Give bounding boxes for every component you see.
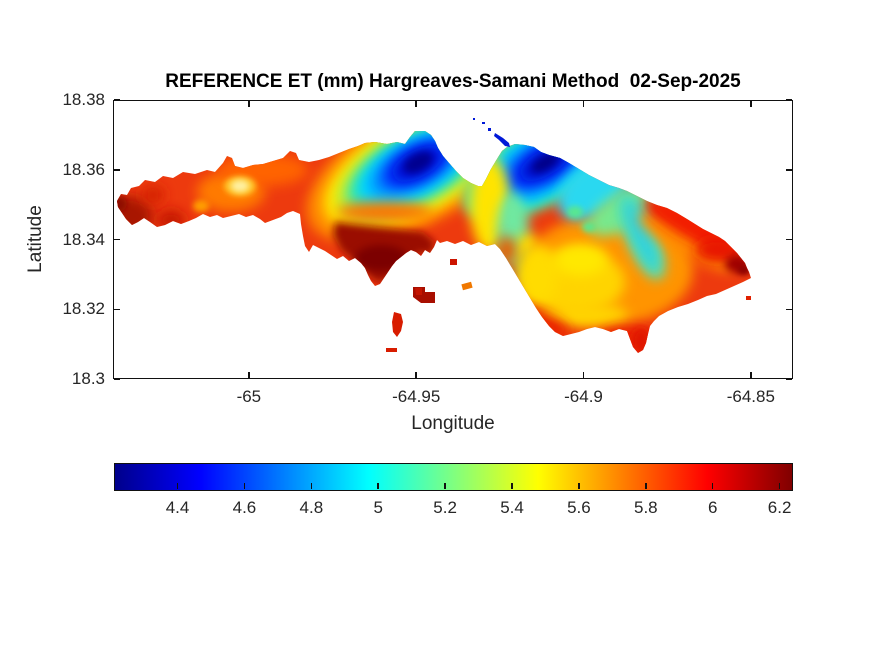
- x-tick-label: -64.95: [392, 387, 441, 406]
- x-tick: [248, 101, 250, 107]
- y-tick-label: 18.38: [62, 90, 105, 109]
- colorbar-tick: [578, 483, 580, 489]
- south-islands: [386, 259, 751, 352]
- x-tick: [582, 372, 585, 378]
- y-tick: [114, 99, 120, 101]
- x-tick: [415, 372, 417, 378]
- colorbar-tick-label: 5.2: [433, 498, 457, 517]
- colorbar-tick: [511, 483, 513, 489]
- plot-area: [113, 100, 793, 379]
- colorbar-tick: [645, 483, 647, 489]
- y-tick-label: 18.3: [71, 369, 105, 388]
- y-tick-label: 18.34: [62, 229, 105, 249]
- y-tick: [786, 308, 792, 310]
- colorbar-tick-label: 5.6: [567, 498, 591, 517]
- x-tick-label: -65: [236, 387, 262, 406]
- colorbar-tick-label: 4.8: [299, 498, 324, 517]
- colorbar-tick-label: 4.4: [165, 498, 190, 517]
- x-tick: [750, 372, 752, 378]
- y-tick-label: 18.36: [62, 159, 105, 179]
- colorbar-tick: [711, 483, 714, 489]
- y-tick: [114, 238, 120, 241]
- x-tick: [248, 372, 250, 378]
- colorbar-tick-label: 4.6: [232, 498, 257, 517]
- colorbar: [114, 463, 793, 491]
- colorbar-tick: [444, 483, 446, 489]
- island-contour-map: [117, 118, 751, 353]
- x-tick-label: -64.9: [564, 387, 603, 406]
- islet-chain: [473, 118, 510, 147]
- y-tick: [114, 308, 120, 310]
- chart-title: REFERENCE ET (mm) Hargreaves-Samani Meth…: [165, 71, 741, 92]
- x-tick: [415, 101, 417, 107]
- colorbar-tick-label: 6.2: [767, 498, 792, 517]
- y-tick: [114, 378, 120, 380]
- y-tick: [786, 169, 792, 171]
- y-tick-label: 18.32: [62, 299, 105, 319]
- y-tick: [786, 99, 792, 101]
- y-tick: [786, 238, 792, 241]
- colorbar-tick: [243, 483, 246, 489]
- x-tick: [582, 101, 585, 107]
- x-tick-label: -64.85: [726, 387, 775, 406]
- y-tick: [114, 169, 120, 171]
- colorbar-tick: [310, 483, 313, 489]
- colorbar-tick-label: 5.8: [633, 498, 658, 517]
- colorbar-tick-label: 5: [373, 498, 383, 517]
- colorbar-tick-label: 5.4: [500, 498, 524, 517]
- colorbar-tick: [778, 483, 781, 489]
- x-axis-label: Longitude: [411, 413, 495, 434]
- colorbar-tick-label: 6: [707, 498, 718, 517]
- x-tick: [750, 101, 752, 107]
- colorbar-tick: [377, 483, 379, 489]
- y-tick: [786, 378, 792, 380]
- colorbar-tick: [176, 483, 179, 489]
